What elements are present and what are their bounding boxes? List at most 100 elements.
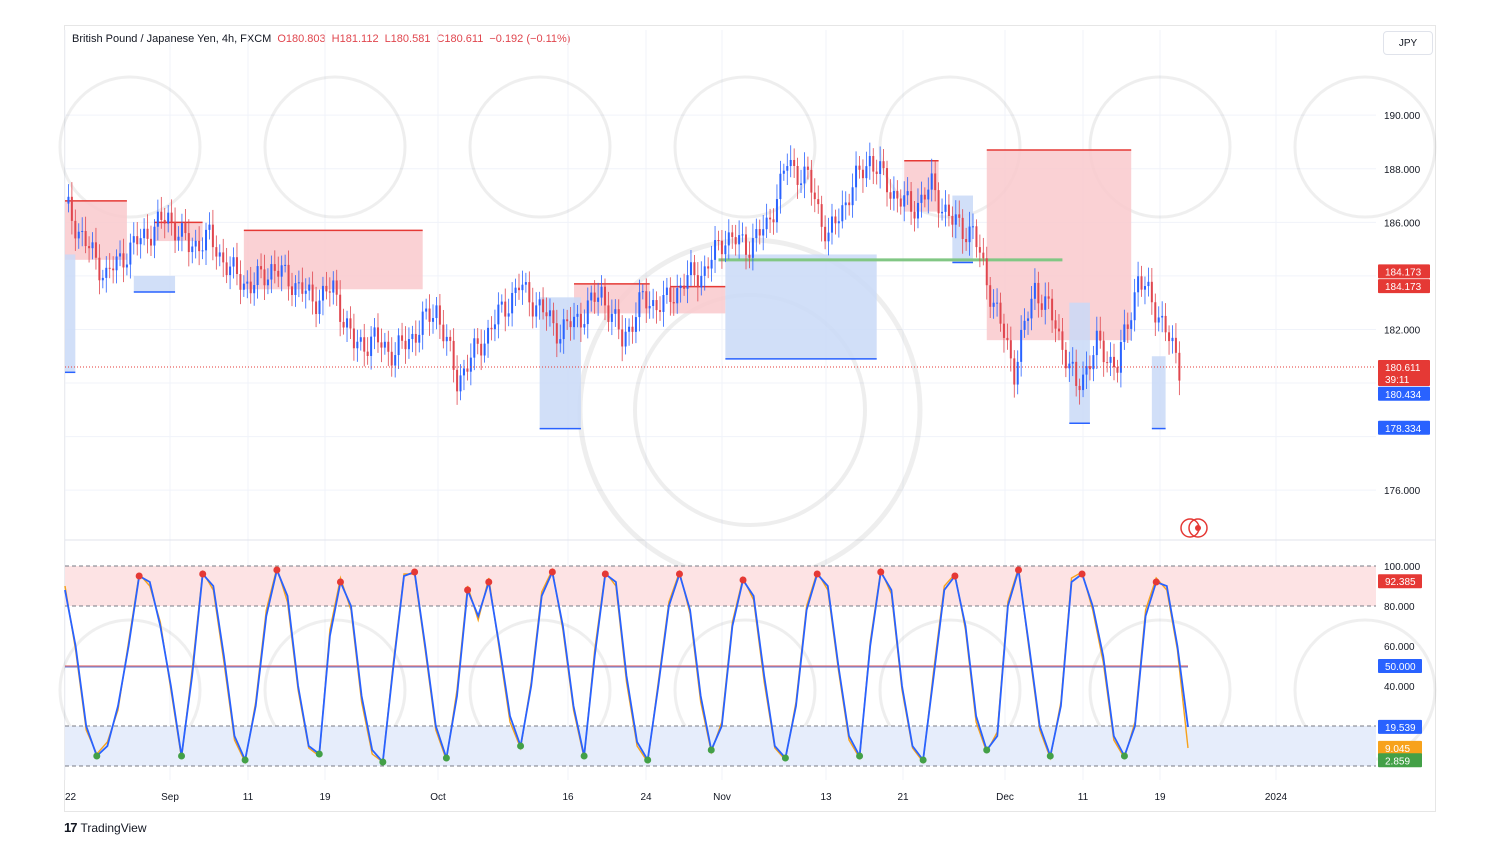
candle-body <box>1130 320 1133 329</box>
candle-body <box>648 305 651 309</box>
candle-body <box>738 235 741 245</box>
candle-body <box>724 245 727 255</box>
candle-body <box>239 274 242 290</box>
price-axis: 190.000 188.000 186.000 182.000 176.000 184.1… <box>1378 111 1430 497</box>
buy-signal-dot <box>241 756 249 764</box>
candle-body <box>868 156 871 167</box>
candle-body <box>1051 298 1054 321</box>
price-tag <box>1378 279 1430 294</box>
price-tag-label: 180.611 <box>1385 363 1421 374</box>
symbol-title[interactable]: British Pound / Japanese Yen, 4h, FXCM <box>72 33 272 45</box>
candle-body <box>751 238 754 258</box>
symbol-header: British Pound / Japanese Yen, 4h, FXCM O… <box>72 33 570 45</box>
candle-body <box>287 264 290 287</box>
candle-body <box>266 279 269 286</box>
oscillator-tick-label: 40.000 <box>1384 682 1415 693</box>
candle-body <box>67 196 70 204</box>
oversold-zone <box>65 726 1376 766</box>
candle-body <box>920 194 923 203</box>
candle-body <box>555 323 558 344</box>
time-tick-label: 11 <box>243 792 254 803</box>
candle-body <box>376 327 379 343</box>
buy-signal-dot <box>93 752 101 760</box>
candle-body <box>349 318 352 329</box>
candle-body <box>717 240 720 242</box>
candle-body <box>665 287 668 296</box>
candle-body <box>1040 303 1043 310</box>
currency-button[interactable]: JPY <box>1383 31 1433 55</box>
candle-body <box>1106 362 1109 364</box>
candle-body <box>132 236 135 243</box>
candle-body <box>1133 292 1136 321</box>
price-tag <box>1378 264 1430 279</box>
candle-body <box>125 264 128 268</box>
price-tag-label: 178.334 <box>1385 424 1422 435</box>
candle-body <box>775 199 778 223</box>
sell-signal-dot <box>548 568 556 576</box>
candle-body <box>201 250 204 252</box>
oscillator-tag-label: 19.539 <box>1385 723 1416 734</box>
candle-body <box>634 317 637 332</box>
candle-body <box>548 310 551 317</box>
buy-signal-dot <box>517 742 525 750</box>
buy-signal-dot <box>315 750 323 758</box>
candle-body <box>466 368 469 372</box>
candle-body <box>559 339 562 344</box>
candle-body <box>1143 286 1146 290</box>
candle-body <box>308 284 311 291</box>
candle-body <box>855 165 858 188</box>
candle-body <box>865 166 868 179</box>
candle-body <box>886 168 889 193</box>
candle-body <box>143 228 146 239</box>
candle-body <box>480 343 483 356</box>
candle-body <box>1119 342 1122 373</box>
candle-body <box>435 305 438 319</box>
buy-signal-dot <box>580 752 588 760</box>
candle-body <box>624 331 627 347</box>
candle-body <box>603 286 606 306</box>
watermark-seal <box>673 75 817 219</box>
candle-body <box>187 233 190 253</box>
candle-body <box>999 302 1002 324</box>
candle-body <box>280 265 283 277</box>
candle-body <box>538 299 541 306</box>
demand-zone <box>1069 302 1090 424</box>
time-tick-label: Nov <box>713 792 731 803</box>
candle-body <box>806 166 809 170</box>
candle-body <box>896 190 899 199</box>
candle-body <box>978 247 981 253</box>
price-tag <box>1378 386 1430 401</box>
candle-body <box>655 300 658 311</box>
candle-body <box>177 236 180 241</box>
candle-body <box>910 191 913 212</box>
candle-body <box>796 165 799 185</box>
candle-body <box>229 266 232 276</box>
candle-body <box>1068 363 1071 369</box>
candle-body <box>325 285 328 292</box>
candle-body <box>1044 296 1047 310</box>
candle-body <box>108 267 111 269</box>
buy-signal-dot <box>781 754 789 762</box>
candle-body <box>218 252 221 257</box>
tradingview-branding[interactable]: 17 TradingView <box>64 820 147 835</box>
candle-body <box>693 262 696 276</box>
candle-body <box>277 270 280 277</box>
candle-body <box>91 242 94 249</box>
candle-body <box>579 313 582 328</box>
candle-body <box>425 308 428 312</box>
candle-body <box>700 275 703 288</box>
oscillator-tag <box>1378 753 1422 768</box>
candle-body <box>769 217 772 220</box>
candle-body <box>273 264 276 271</box>
candle-body <box>1020 329 1023 362</box>
candle-body <box>487 327 490 344</box>
buy-signal-dot <box>707 746 715 754</box>
candle-body <box>445 336 448 342</box>
price-tag-label: 180.434 <box>1385 390 1422 401</box>
candle-body <box>438 305 441 325</box>
candle-body <box>861 169 864 179</box>
candle-body <box>311 284 314 302</box>
sell-signal-dot <box>135 572 143 580</box>
candle-body <box>315 301 318 315</box>
